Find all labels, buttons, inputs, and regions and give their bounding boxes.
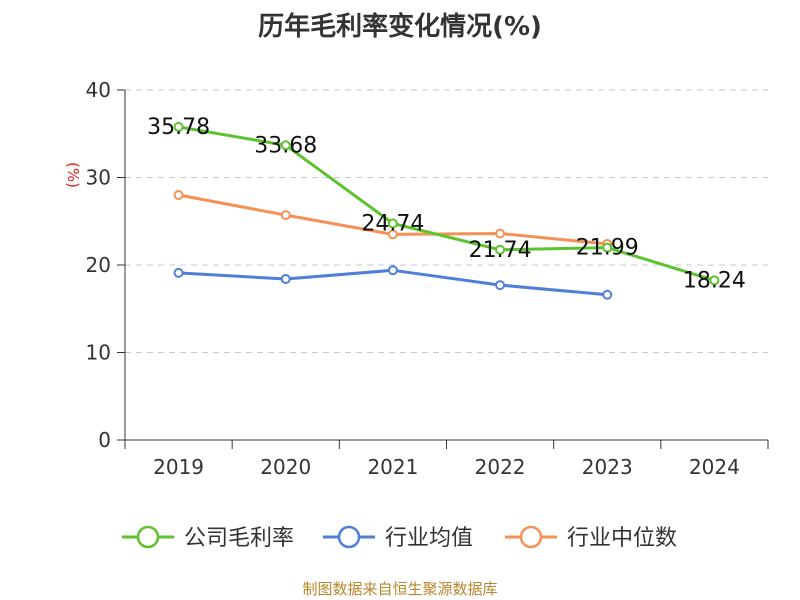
data-label: 21.99: [576, 236, 639, 261]
data-point: [280, 210, 291, 221]
data-point: [280, 140, 291, 151]
x-tick-label: 2023: [582, 455, 633, 479]
data-point: [387, 218, 398, 229]
x-tick-label: 2024: [689, 455, 740, 479]
x-tick-label: 2022: [475, 455, 526, 479]
data-label: 35.78: [147, 115, 210, 140]
data-label: 24.74: [361, 212, 424, 237]
y-tick-label: 40: [86, 78, 111, 102]
legend-label: 公司毛利率: [184, 526, 294, 551]
data-label: 21.74: [469, 238, 532, 263]
legend-marker: [136, 525, 160, 549]
y-tick-label: 30: [86, 166, 111, 190]
data-point: [495, 280, 506, 291]
data-point: [602, 242, 613, 253]
data-point: [495, 228, 506, 239]
x-tick-label: 2020: [260, 455, 311, 479]
x-tick-label: 2021: [367, 455, 418, 479]
data-point: [387, 265, 398, 276]
data-label: 18.24: [683, 268, 746, 293]
legend-label: 行业中位数: [567, 526, 677, 551]
y-tick-label: 10: [86, 341, 111, 365]
data-point: [173, 190, 184, 200]
y-tick-label: 0: [98, 428, 111, 452]
legend-label: 行业均值: [385, 526, 473, 551]
data-point: [387, 229, 398, 240]
data-source-note: 制图数据来自恒生聚源数据库: [302, 580, 498, 598]
y-axis-label: (%): [64, 162, 82, 188]
data-point: [709, 275, 720, 286]
chart-title: 历年毛利率变化情况(%): [258, 12, 542, 42]
data-point: [602, 289, 613, 300]
legend-marker: [519, 525, 543, 549]
data-label: 33.68: [254, 133, 317, 158]
x-tick-label: 2019: [153, 455, 204, 479]
data-point: [280, 274, 291, 284]
y-tick-label: 20: [86, 253, 111, 277]
data-point: [495, 244, 506, 255]
legend-marker: [337, 525, 361, 549]
data-point: [173, 121, 184, 132]
data-point: [173, 267, 184, 278]
series-line-0: [178, 125, 715, 282]
